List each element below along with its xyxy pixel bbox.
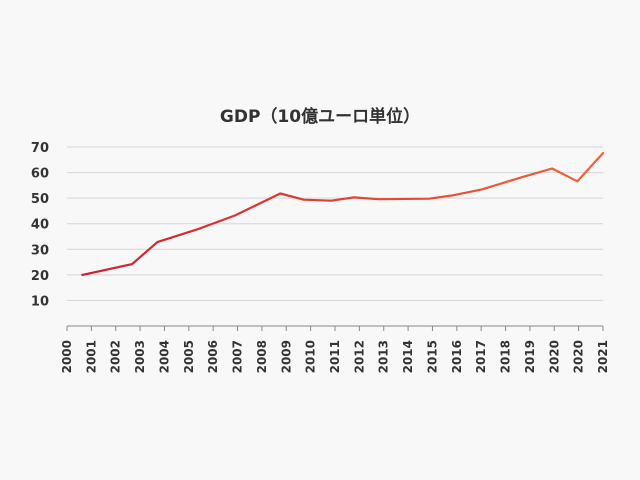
y-tick-label: 30 <box>31 243 49 258</box>
y-tick-label: 70 <box>31 141 49 156</box>
gdp-line <box>81 152 605 276</box>
series <box>81 152 605 276</box>
x-tick-label: 2012 <box>352 340 366 373</box>
y-axis: 10 20 30 40 50 60 70 <box>31 141 49 309</box>
x-tick-label: 2020 <box>547 340 561 373</box>
x-tick-label: 2002 <box>109 340 123 373</box>
x-tick-label: 2014 <box>401 340 415 373</box>
x-tick-label: 2000 <box>60 340 74 373</box>
x-tick-label: 2005 <box>182 340 196 373</box>
x-axis: 2000 2001 2002 2003 2004 2005 2006 2007 2008 2009… <box>60 325 610 373</box>
x-tick-label: 2011 <box>328 340 342 373</box>
y-tick-label: 40 <box>31 218 49 233</box>
x-tick-label: 2017 <box>474 340 488 373</box>
x-tick-label: 2006 <box>206 340 220 373</box>
y-tick-label: 10 <box>31 294 49 309</box>
x-tick-label: 2010 <box>304 340 318 373</box>
x-tick-label: 2019 <box>523 340 537 373</box>
x-tick-label: 2020 <box>572 340 586 373</box>
y-tick-label: 20 <box>31 269 49 284</box>
x-tick-label: 2013 <box>377 340 391 373</box>
x-tick-label: 2003 <box>133 340 147 373</box>
y-tick-label: 50 <box>31 192 49 207</box>
gridlines <box>67 146 603 301</box>
x-tick-label: 2008 <box>255 340 269 373</box>
x-tick-label: 2004 <box>157 340 171 373</box>
x-tick-label: 2009 <box>279 340 293 373</box>
x-tick-label: 2001 <box>84 340 98 373</box>
x-tick-label: 2021 <box>596 340 610 373</box>
x-tick-label: 2015 <box>425 340 439 373</box>
chart-title: GDP（10億ユーロ単位） <box>220 106 420 127</box>
x-tick-label: 2016 <box>450 340 464 373</box>
y-tick-label: 60 <box>31 167 49 182</box>
x-tick-label: 2007 <box>231 340 245 373</box>
x-tick-label: 2018 <box>499 340 513 373</box>
